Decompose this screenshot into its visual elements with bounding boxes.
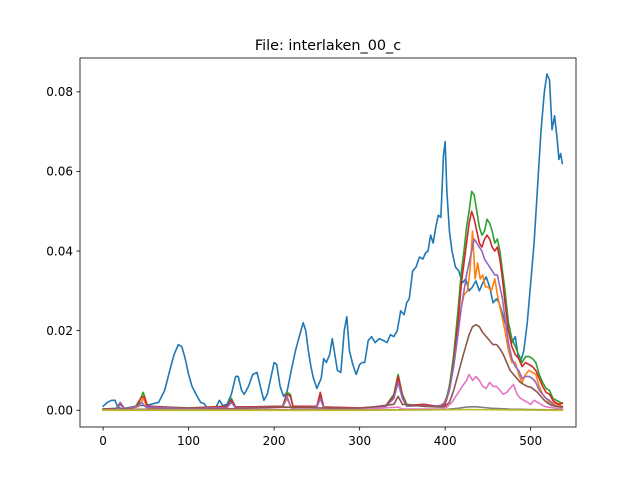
x-tick-label: 300	[348, 434, 371, 448]
axes-frame	[79, 57, 577, 428]
series-line-1	[101, 73, 564, 410]
x-tick-label: 0	[99, 434, 107, 448]
y-tick-label: 0.04	[46, 244, 73, 258]
y-tick-label: 0.00	[46, 404, 73, 418]
x-tick-label: 100	[177, 434, 200, 448]
y-tick-label: 0.02	[46, 324, 73, 338]
plot-area	[101, 73, 564, 412]
chart-title: File: interlaken_00_c	[255, 38, 401, 54]
y-tick-label: 0.08	[46, 85, 73, 99]
series-line-7	[102, 373, 564, 411]
series-line-9	[102, 408, 564, 412]
y-axis: 0.00 0.02 0.04 0.06 0.08	[46, 85, 80, 418]
y-tick-label: 0.06	[46, 165, 73, 179]
series-line-6	[102, 323, 564, 411]
x-tick-label: 500	[519, 434, 542, 448]
x-axis: 0 100 200 300 400 500	[99, 427, 542, 448]
x-tick-label: 200	[263, 434, 286, 448]
x-tick-label: 400	[434, 434, 457, 448]
